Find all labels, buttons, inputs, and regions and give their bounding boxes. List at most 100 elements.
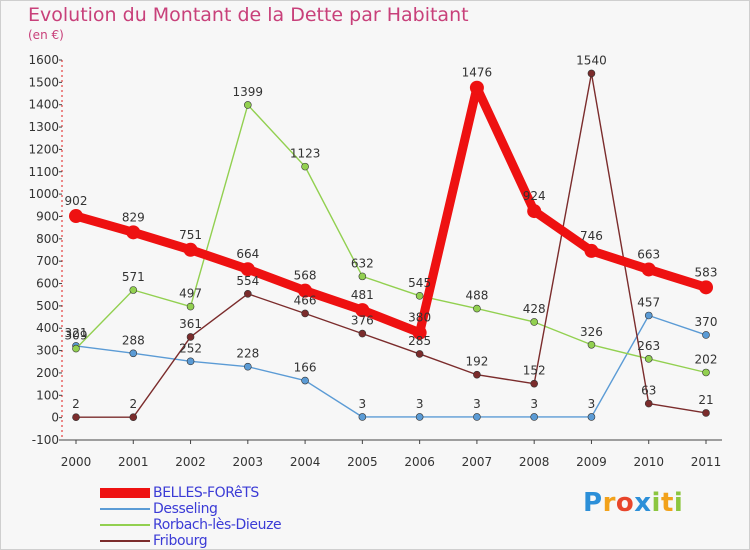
y-tick-label: 1000 — [28, 187, 59, 201]
series-2-point — [358, 272, 367, 281]
series-3-value-label: 192 — [465, 355, 488, 369]
x-tick-label: 2007 — [462, 455, 493, 469]
legend-item: Desseling — [100, 501, 360, 517]
series-2-value-label: 571 — [122, 270, 145, 284]
axes: -100 0 100 200 300 400 500 600 700 800 900 1000 1100… — [28, 53, 722, 469]
y-tick-label: 800 — [36, 232, 59, 246]
series-2-point — [644, 355, 653, 363]
x-tick-label: 2009 — [576, 455, 607, 469]
series-2-value-label: 632 — [351, 256, 374, 270]
series-0-point — [412, 325, 427, 340]
series-3-point — [186, 333, 195, 341]
series-2-point — [530, 318, 538, 326]
series-1-value-label: 3 — [359, 397, 367, 411]
series-3-value-label: 1540 — [576, 53, 607, 67]
series-1-point — [186, 357, 195, 366]
series-0-value-label: 751 — [179, 228, 202, 242]
series-2-value-label: 497 — [179, 287, 202, 301]
series-2-value-label: 545 — [408, 276, 431, 290]
series-2-value-label: 263 — [637, 339, 660, 353]
legend-swatch — [100, 540, 150, 542]
brand-letter: i — [651, 488, 661, 518]
series-3-point — [415, 350, 424, 358]
y-tick-label: 700 — [36, 254, 59, 268]
series-1-point — [415, 413, 424, 421]
brand-logo: Proxiti — [583, 488, 683, 518]
series-1-value-label: 3 — [588, 397, 596, 411]
series-0-point — [240, 262, 255, 277]
series-0-point — [584, 243, 599, 258]
series-0-point — [126, 225, 141, 240]
y-tick-label: 900 — [36, 209, 59, 223]
series-3-point — [702, 409, 710, 417]
x-tick-label: 2011 — [691, 455, 722, 469]
series-2-value-label: 309 — [65, 329, 88, 343]
series-1-value-label: 288 — [122, 333, 145, 347]
series-1-value-label: 228 — [236, 347, 259, 361]
y-tick-label: 1500 — [28, 75, 59, 89]
brand-letter: o — [615, 488, 635, 518]
y-tick-label: 1600 — [28, 53, 59, 67]
series-0-value-label: 902 — [65, 194, 88, 208]
series-2-point — [587, 340, 596, 349]
series-0-value-label: 568 — [294, 269, 317, 283]
series-1-point — [530, 413, 538, 421]
series-2-value-label: 428 — [523, 302, 546, 316]
legend-label: Desseling — [153, 501, 218, 517]
series-2-line — [75, 104, 707, 374]
brand-letter: i — [673, 488, 684, 518]
legend-swatch — [100, 508, 150, 510]
series-0-point — [469, 80, 484, 95]
series-1-point — [702, 331, 710, 339]
series-0-point — [355, 303, 370, 318]
series-2-point — [301, 162, 309, 171]
series-1-value-label: 166 — [294, 361, 317, 375]
series-0-value-label: 924 — [523, 189, 546, 203]
legend-label: Rorbach-lès-Dieuze — [153, 517, 282, 533]
series-0-value-label: 663 — [637, 247, 660, 261]
brand-letter: x — [634, 488, 652, 518]
series-1-point — [129, 349, 138, 358]
series-1-value-label: 3 — [416, 397, 424, 411]
series-1-point — [473, 413, 481, 421]
x-tick-label: 2004 — [290, 455, 321, 469]
series-0-value-label: 829 — [122, 210, 145, 224]
series-3-value-label: 554 — [236, 274, 259, 288]
series-2-point — [186, 302, 195, 311]
series-0 — [69, 80, 713, 340]
series-3-point — [72, 413, 80, 422]
series-0-point — [527, 204, 542, 219]
legend: BELLES-FORêTS Desseling Rorbach-lès-Dieuze… — [100, 485, 360, 549]
series-2-point — [244, 101, 252, 109]
legend-item: Rorbach-lès-Dieuze — [100, 517, 360, 533]
series-3-point — [301, 309, 309, 318]
series-2-value-label: 488 — [465, 289, 488, 303]
line-chart: -100 0 100 200 300 400 500 600 700 800 900 1000 1100… — [28, 53, 722, 469]
series-0-value-label: 664 — [236, 247, 259, 261]
y-tick-label: 0 — [51, 411, 59, 425]
series-0-value-label: 481 — [351, 288, 374, 302]
y-tick-label: 500 — [36, 299, 59, 313]
legend-item: Fribourg — [100, 533, 360, 549]
x-tick-label: 2002 — [175, 455, 206, 469]
series-0-line — [71, 83, 711, 338]
x-tick-label: 2005 — [347, 455, 378, 469]
series-3-value-label: 361 — [179, 317, 202, 331]
series-2-point — [72, 344, 80, 353]
series-3-point — [530, 379, 538, 388]
x-tick-label: 2000 — [61, 455, 92, 469]
legend-swatch — [100, 524, 150, 526]
brand-letter: r — [602, 488, 616, 518]
legend-item: BELLES-FORêTS — [100, 485, 360, 501]
series-2-value-label: 1399 — [233, 85, 264, 99]
y-tick-label: 600 — [36, 277, 59, 291]
series-0-point — [183, 242, 198, 257]
legend-label: BELLES-FORêTS — [153, 485, 259, 501]
series-3-value-label: 376 — [351, 314, 374, 328]
series-2 — [72, 101, 710, 377]
series-3-value-label: 285 — [408, 334, 431, 348]
series-1-value-label: 252 — [179, 341, 202, 355]
y-tick-label: 100 — [36, 388, 59, 402]
series-1-value-label: 3 — [473, 397, 481, 411]
legend-swatch — [100, 488, 150, 498]
